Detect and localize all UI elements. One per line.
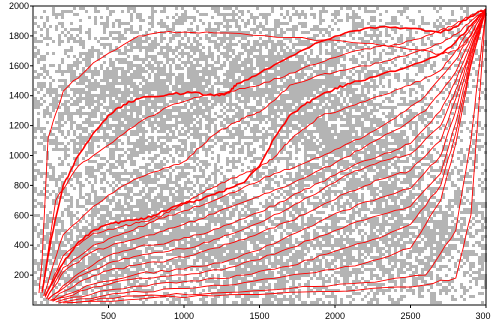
series-line-16 (63, 8, 487, 304)
y-tick-label: 1800 (9, 31, 29, 41)
series-line-3 (41, 8, 487, 294)
speckle-texture (34, 7, 487, 304)
series-line-1 (38, 8, 487, 294)
series-line-2 (41, 8, 487, 292)
y-tick-label: 600 (14, 210, 29, 220)
x-tick-label: 500 (101, 311, 116, 321)
y-tick-label: 1000 (9, 151, 29, 161)
x-axis: 500 1000 1500 2000 2500 300 (101, 305, 491, 321)
y-axis: 200 400 600 800 1000 1200 1400 1600 1800 2000 (9, 1, 33, 280)
y-tick-label: 200 (14, 270, 29, 280)
series-line-14 (55, 8, 487, 303)
series-line-9 (47, 8, 487, 300)
x-tick-label: 1000 (174, 311, 194, 321)
series-line-17 (70, 8, 487, 304)
y-tick-label: 1600 (9, 61, 29, 71)
y-tick-label: 400 (14, 240, 29, 250)
x-tick-label: 2000 (325, 311, 345, 321)
y-tick-label: 2000 (9, 1, 29, 11)
y-tick-label: 1200 (9, 121, 29, 131)
series-layer (38, 8, 487, 304)
series-line-8 (46, 8, 487, 300)
x-tick-label: 1500 (249, 311, 269, 321)
series-line-15 (58, 8, 487, 304)
y-tick-label: 1400 (9, 91, 29, 101)
series-line-5 (44, 8, 487, 297)
x-tick-label: 2500 (400, 311, 420, 321)
series-line-4 (43, 8, 487, 297)
series-line-6 (44, 8, 487, 298)
series-line-10 (47, 8, 487, 301)
series-line-12 (50, 8, 487, 301)
x-tick-label: 300 (475, 311, 490, 321)
y-tick-label: 800 (14, 180, 29, 190)
series-line-13 (52, 8, 487, 302)
series-line-7 (46, 8, 487, 299)
background-speckle (34, 7, 487, 304)
series-line-11 (49, 8, 487, 301)
